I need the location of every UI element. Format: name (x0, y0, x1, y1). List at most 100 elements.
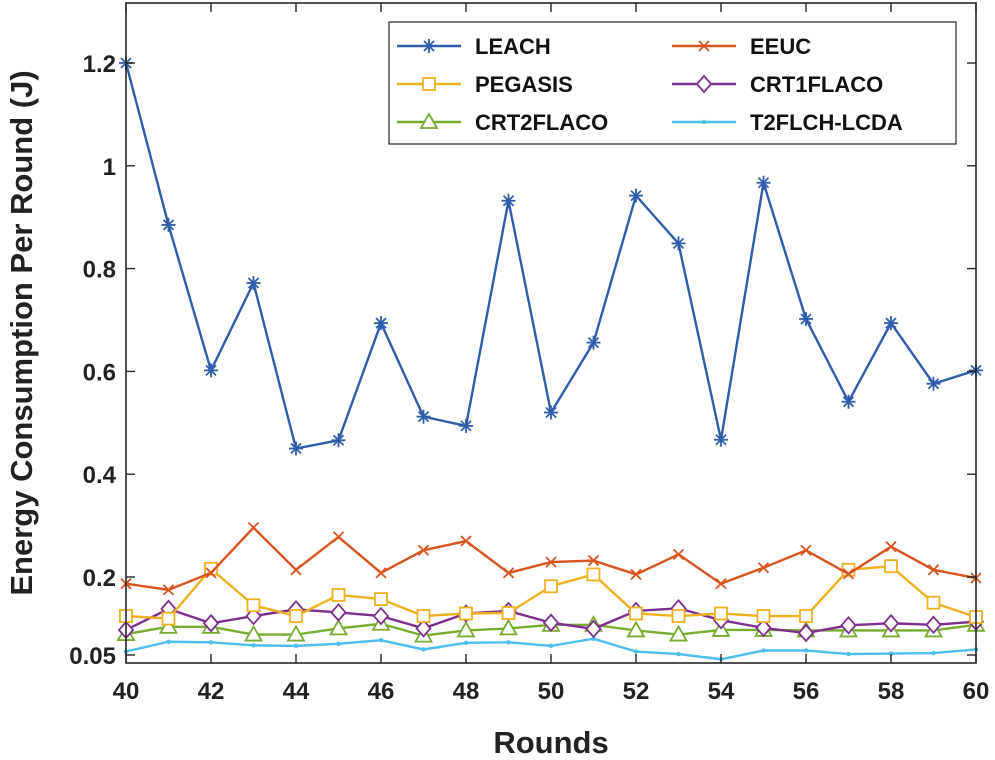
data-point (417, 544, 430, 556)
x-tick-label: 42 (198, 678, 225, 705)
data-point (501, 606, 516, 620)
data-point (208, 640, 214, 645)
data-point (506, 640, 511, 645)
data-point (797, 623, 815, 643)
data-point (926, 376, 941, 391)
x-tick-label: 52 (623, 678, 650, 705)
data-point (158, 617, 179, 634)
data-point (840, 615, 857, 635)
data-point (671, 236, 686, 251)
data-point (204, 363, 218, 378)
x-tick-label: 48 (453, 678, 480, 705)
data-point (328, 618, 349, 636)
data-point (498, 618, 519, 636)
series-layer (116, 56, 986, 662)
legend-item: CRT2FLACO (397, 110, 608, 135)
data-point (842, 568, 855, 580)
data-point (885, 541, 897, 553)
data-point (202, 613, 220, 633)
data-point (374, 592, 388, 607)
data-point (761, 648, 766, 653)
legend-label: LEACH (475, 34, 551, 59)
legend-label: T2FLCH-LCDA (750, 110, 903, 135)
data-point (756, 609, 771, 623)
data-point (161, 217, 176, 232)
data-point (591, 636, 596, 641)
legend-item: CRT1FLACO (672, 72, 883, 97)
data-point (459, 606, 473, 621)
data-point (755, 618, 772, 638)
data-point (336, 641, 341, 647)
data-point (293, 643, 299, 649)
x-tick-label: 40 (113, 678, 140, 705)
legend-marker (422, 39, 436, 53)
x-tick-label: 44 (283, 678, 310, 705)
data-point (205, 567, 217, 579)
data-point (799, 609, 813, 623)
data-point (460, 535, 472, 547)
data-point (416, 409, 431, 424)
data-point (545, 556, 557, 568)
data-point (289, 609, 303, 623)
data-point (421, 647, 426, 652)
data-point (331, 433, 346, 448)
data-point (626, 620, 646, 638)
x-axis-title: Rounds (493, 725, 608, 760)
legend-marker (698, 40, 710, 52)
legend-item: PEGASIS (397, 72, 573, 97)
legend-item: T2FLCH-LCDA (672, 110, 903, 135)
data-point (672, 548, 685, 561)
y-tick-label: 0.8 (83, 257, 116, 284)
data-point (884, 559, 898, 574)
data-point (926, 595, 941, 610)
data-point (332, 531, 345, 543)
data-point (676, 651, 681, 657)
data-point (800, 544, 812, 556)
data-point (633, 649, 639, 654)
series-t2flch-lcda (123, 636, 979, 662)
data-point (714, 432, 728, 447)
y-tick-label: 1.2 (83, 51, 116, 78)
data-point (629, 606, 643, 621)
data-point (671, 609, 686, 623)
x-tick-label: 60 (963, 678, 990, 705)
data-point (290, 564, 302, 576)
data-point (715, 578, 727, 590)
data-point (246, 275, 261, 290)
data-point (331, 588, 346, 602)
legend-label: CRT1FLACO (750, 72, 883, 97)
data-point (289, 441, 303, 456)
data-point (286, 624, 306, 642)
data-point (756, 175, 771, 190)
data-point (927, 564, 940, 576)
data-point (668, 624, 689, 642)
x-tick-label: 46 (368, 678, 395, 705)
data-point (548, 643, 554, 649)
data-point (372, 606, 390, 626)
data-point (501, 193, 516, 208)
data-point (251, 643, 256, 648)
legend-marker (419, 112, 439, 129)
data-point (888, 651, 894, 656)
y-tick-label: 0.4 (83, 462, 117, 489)
x-tick-label: 50 (538, 678, 565, 705)
y-tick-label: 1 (103, 154, 116, 181)
data-point (629, 188, 643, 203)
data-point (456, 620, 476, 638)
data-point (630, 568, 642, 581)
legend-label: PEGASIS (475, 72, 573, 97)
data-point (378, 638, 384, 643)
data-point (542, 613, 560, 633)
data-point (415, 619, 432, 638)
x-tick-label: 56 (793, 678, 820, 705)
data-point (246, 598, 261, 613)
data-point (587, 554, 600, 567)
data-point (162, 584, 175, 596)
data-point (204, 561, 218, 576)
legend-marker (422, 77, 436, 91)
legend-marker (701, 119, 707, 125)
series-pegasis (119, 559, 983, 626)
data-point (714, 606, 728, 621)
y-tick-label: 0.2 (83, 565, 116, 592)
